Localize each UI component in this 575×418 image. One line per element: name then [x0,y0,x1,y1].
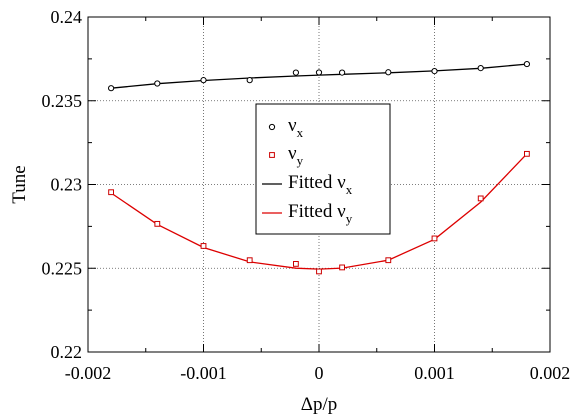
y-tick-label: 0.23 [51,175,83,195]
data-point-y [200,243,207,249]
legend-marker-y [269,152,275,158]
legend-label: νy [288,143,304,168]
axis-ticks: -0.002 -0.001 0 0.001 0.002 0.22 0.225 0.23 0.23… [42,7,571,383]
x-axis-title: Δp/p [301,394,338,415]
data-point-y [477,195,484,202]
data-point-x [246,77,253,84]
y-tick-label: 0.24 [51,7,83,27]
data-point-x [385,69,392,76]
data-point-x [315,69,323,76]
x-tick-label: 0.002 [530,363,571,383]
legend-label: Fitted νy [288,201,353,226]
data-point-y [293,260,299,267]
data-point-y [108,189,114,196]
y-tick-label: 0.22 [51,342,83,362]
data-point-y [246,257,253,264]
data-point-y [316,268,322,275]
data-point-y [524,150,530,157]
legend-box [255,103,391,235]
data-point-x [154,80,161,87]
legend-label: Fitted νx [288,172,353,197]
legend-label: νx [288,115,304,140]
y-axis-title: Tune [9,165,30,203]
data-point-x [292,69,299,76]
y-tick-label: 0.235 [42,91,83,111]
x-tick-label: -0.001 [180,363,227,383]
series [108,60,531,275]
x-tick-label: -0.002 [65,363,112,383]
data-point-y [385,257,392,264]
x-tick-label: 0.001 [414,363,455,383]
data-point-x [200,77,207,84]
x-tick-label: 0 [315,363,324,383]
y-tick-label: 0.225 [42,258,83,278]
data-point-x [108,85,115,92]
data-point-x [431,68,438,75]
legend: νx νy Fitted νx Fitted νy [255,103,391,235]
data-point-x [477,64,484,72]
data-point-x [523,60,531,68]
data-point-y [154,220,161,227]
data-point-y [339,264,346,271]
legend-marker-x [268,123,276,131]
series-line-x [111,63,527,89]
data-point-x [339,69,346,76]
data-point-y [431,235,438,242]
